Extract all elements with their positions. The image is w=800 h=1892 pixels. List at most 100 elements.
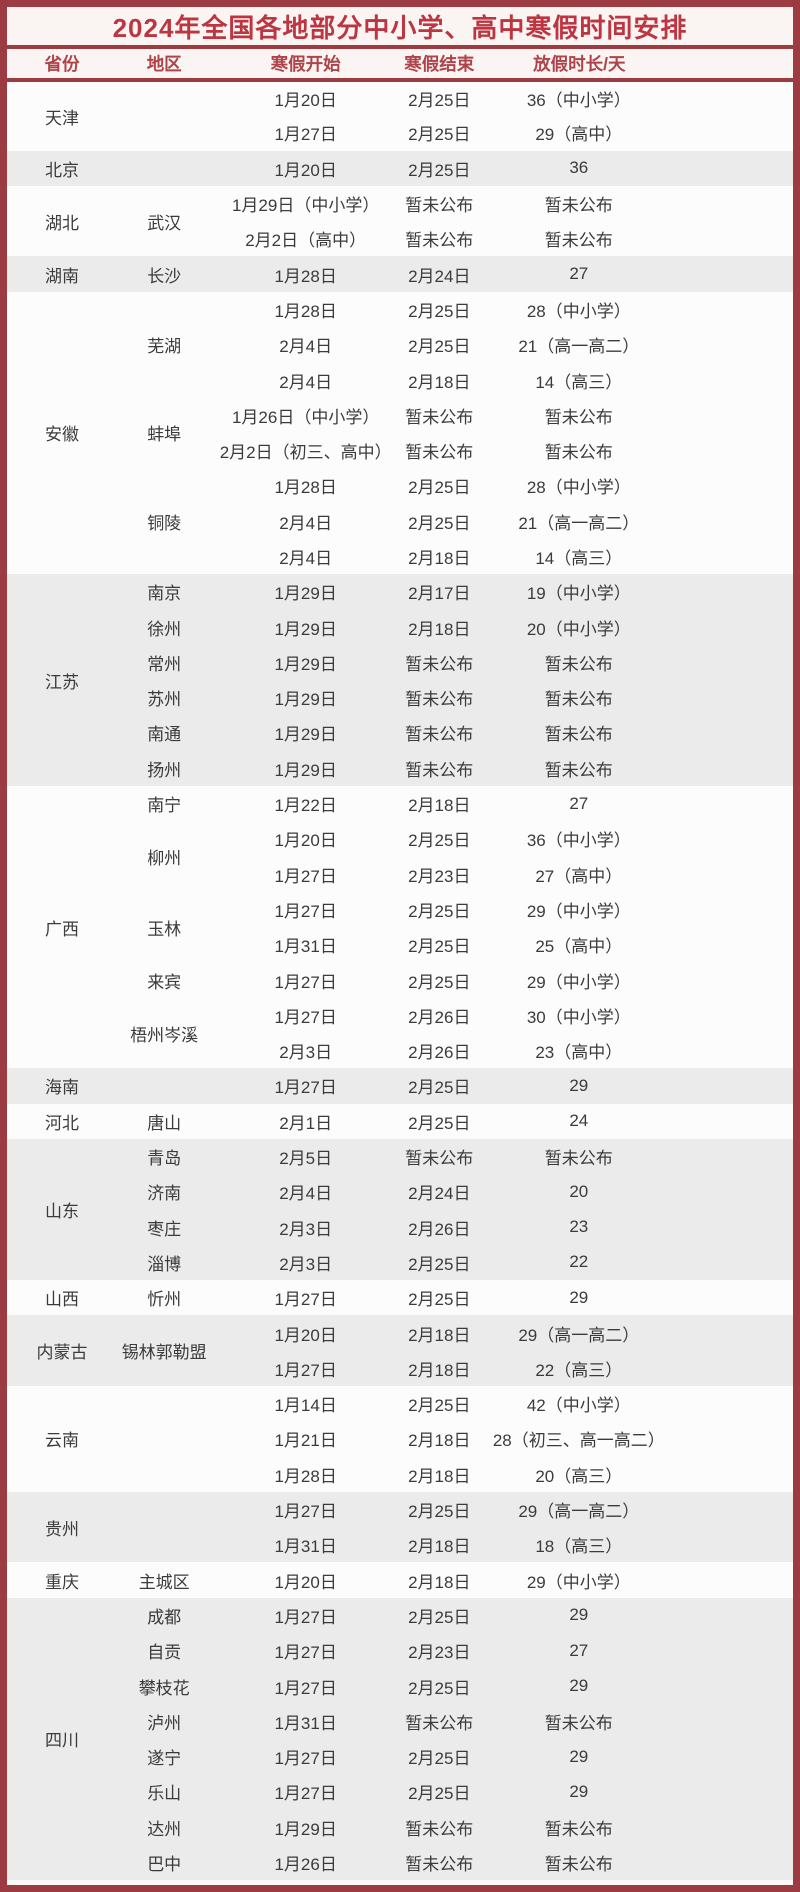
end-date-cell: 2月25日: [408, 1678, 471, 1698]
start-date-cell: 1月27日: [274, 1007, 337, 1027]
duration-cell: 27（高中）: [535, 866, 623, 886]
duration-cell: 暂未公布: [544, 443, 613, 463]
start-date-cell: 1月26日（中小学）: [231, 407, 380, 427]
table-row: 山西 忻州 1月27日 2月25日 29: [7, 1280, 793, 1316]
start-date-cell: 2月4日: [279, 372, 333, 392]
province-cell: 北京: [45, 160, 80, 180]
end-date-cell: 2月18日: [408, 549, 471, 568]
duration-cell: 18（高三）: [535, 1537, 623, 1557]
duration-cell: 25（高中）: [535, 937, 623, 957]
region-cell: 乐山: [147, 1784, 182, 1804]
table-row: 苏州 1月29日 暂未公布 暂未公布: [7, 680, 793, 716]
end-date-cell: 2月25日: [408, 301, 471, 321]
duration-cell: 28（中小学）: [526, 478, 631, 498]
province-cell: 山西: [45, 1290, 80, 1310]
duration-cell: 22（高三）: [535, 1360, 623, 1380]
table-row: 云南 1月14日 2月25日 42（中小学）: [7, 1385, 793, 1450]
start-date-cell: 1月14日: [274, 1396, 337, 1416]
end-date-cell: 2月25日: [408, 125, 471, 145]
table-row: 巴中 1月26日 暂未公布 暂未公布: [7, 1844, 793, 1881]
duration-cell: 30（中小学）: [526, 1007, 631, 1027]
table-row: 内蒙古 锡林郭勒盟 1月20日 2月18日 29（高一高二）: [7, 1315, 793, 1362]
duration-cell: 29: [569, 1781, 589, 1801]
table-row: 来宾 1月27日 2月25日 29（中小学）: [7, 962, 793, 998]
region-cell: 泸州: [147, 1713, 182, 1733]
region-cell: 攀枝花: [138, 1678, 190, 1698]
end-date-cell: 2月18日: [408, 1537, 471, 1557]
end-date-cell: 暂未公布: [405, 196, 474, 216]
start-date-cell: 2月4日: [279, 549, 333, 568]
table-row: 铜陵 1月28日 2月25日 28（中小学）: [7, 468, 793, 533]
end-date-cell: 2月25日: [408, 1502, 471, 1522]
duration-cell: 28（初三、高一高二）: [492, 1431, 665, 1451]
duration-cell: 29（高一高二）: [518, 1325, 640, 1345]
start-date-cell: 1月28日: [274, 478, 337, 498]
region-cell: [117, 1386, 211, 1492]
table-row: 山东 青岛 2月5日 暂未公布 暂未公布: [7, 1138, 793, 1221]
region-cell: 徐州: [147, 619, 182, 639]
province-cell: 内蒙古: [36, 1343, 88, 1363]
start-date-cell: 1月20日: [274, 1572, 337, 1592]
duration-cell: 29: [569, 1746, 589, 1766]
region-cell: 枣庄: [147, 1219, 182, 1239]
start-date-cell: 1月29日: [274, 1819, 337, 1839]
table-row: 广西 南宁 1月22日 2月18日 27: [7, 785, 793, 939]
start-date-cell: 1月27日: [274, 1502, 337, 1522]
end-date-cell: 2月25日: [408, 1396, 471, 1416]
end-date-cell: 2月25日: [408, 1749, 471, 1769]
duration-cell: 23: [569, 1217, 589, 1237]
header-row: 省份 地区 寒假开始 寒假结束 放假时长/天: [7, 49, 793, 82]
region-cell: [117, 1068, 211, 1103]
end-date-cell: 2月18日: [408, 796, 471, 816]
end-date-cell: 2月26日: [408, 1007, 471, 1027]
end-date-cell: 2月17日: [408, 584, 471, 604]
header-region: 地区: [117, 49, 212, 82]
duration-cell: 23（高中）: [535, 1043, 623, 1063]
start-date-cell: 1月28日: [274, 301, 337, 321]
end-date-cell: 2月25日: [408, 337, 471, 357]
start-date-cell: 2月2日（高中）: [245, 231, 367, 251]
region-cell: 来宾: [147, 972, 182, 992]
duration-cell: 36: [569, 158, 589, 178]
start-date-cell: 1月31日: [274, 1713, 337, 1733]
region-cell: 巴中: [147, 1854, 182, 1874]
end-date-cell: 2月25日: [408, 1113, 471, 1133]
start-date-cell: 1月20日: [274, 160, 337, 180]
table-row: 海南 1月27日 2月25日 29: [7, 1068, 793, 1104]
start-date-cell: 1月28日: [274, 1466, 337, 1486]
table-row: 扬州 1月29日 暂未公布 暂未公布: [7, 750, 793, 786]
end-date-cell: 2月25日: [408, 513, 471, 533]
province-cell: 贵州: [45, 1519, 80, 1539]
start-date-cell: 1月29日: [274, 725, 337, 745]
table-row: 贵州 1月27日 2月25日 29（高一高二）: [7, 1491, 793, 1539]
table-row: 湖北 武汉 1月29日（中小学） 暂未公布 暂未公布: [7, 185, 793, 233]
start-date-cell: 1月20日: [274, 831, 337, 851]
duration-cell: 暂未公布: [544, 196, 613, 216]
province-cell: 云南: [45, 1431, 80, 1451]
start-date-cell: 1月27日: [274, 866, 337, 886]
region-cell: 梧州岑溪: [130, 1025, 199, 1045]
end-date-cell: 暂未公布: [405, 1854, 474, 1874]
province-cell: 江苏: [45, 672, 80, 692]
duration-cell: 27: [569, 264, 589, 284]
start-date-cell: 1月27日: [274, 1360, 337, 1380]
duration-cell: 29（中小学）: [526, 972, 631, 992]
duration-cell: 36（中小学）: [526, 831, 631, 851]
duration-cell: 42（中小学）: [526, 1396, 631, 1416]
end-date-cell: 2月18日: [408, 1466, 471, 1486]
region-cell: 济南: [147, 1184, 182, 1204]
table-header: 省份 地区 寒假开始 寒假结束 放假时长/天: [7, 49, 793, 82]
table-row: 达州 1月29日 暂未公布 暂未公布: [7, 1809, 793, 1845]
duration-cell: 29（中小学）: [526, 901, 631, 921]
end-date-cell: 2月25日: [408, 1784, 471, 1804]
duration-cell: 27: [569, 1640, 589, 1660]
end-date-cell: 暂未公布: [405, 654, 474, 674]
province-cell: 广西: [45, 919, 80, 939]
region-cell: 主城区: [138, 1572, 190, 1592]
table-row: 济南 2月4日 2月24日 20: [7, 1174, 793, 1210]
region-cell: 长沙: [147, 266, 182, 286]
duration-cell: 29: [569, 1605, 589, 1625]
end-date-cell: 2月24日: [408, 266, 471, 286]
start-date-cell: 1月27日: [274, 1290, 337, 1310]
table-row: 蚌埠 1月26日（中小学） 暂未公布 暂未公布: [7, 397, 793, 444]
